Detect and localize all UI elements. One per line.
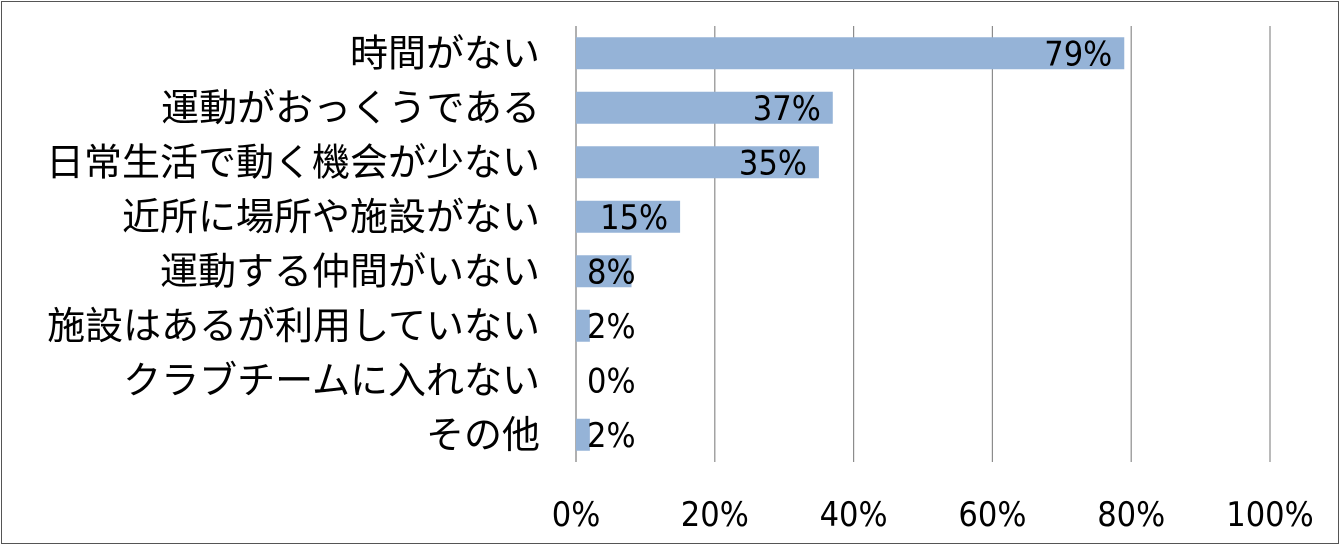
category-label: 近所に場所や施設がない — [122, 195, 540, 239]
data-label: 0% — [587, 361, 636, 401]
bar — [576, 418, 590, 451]
x-tick-label: 60% — [958, 495, 1026, 535]
category-label: 運動がおっくうである — [161, 86, 540, 130]
data-label: 2% — [587, 307, 636, 347]
category-label: その他 — [426, 413, 540, 457]
category-labels: 時間がない運動がおっくうである日常生活で動く機会が少ない近所に場所や施設がない運… — [46, 31, 540, 457]
x-tick-label: 40% — [820, 495, 888, 535]
data-label: 35% — [739, 143, 807, 183]
data-label: 79% — [1044, 34, 1112, 74]
data-label: 37% — [753, 89, 821, 129]
bar — [576, 37, 1125, 70]
bar — [576, 91, 833, 124]
bar — [576, 146, 819, 179]
data-label: 8% — [587, 252, 636, 292]
x-tick-label: 20% — [681, 495, 749, 535]
category-label: 運動する仲間がいない — [160, 249, 540, 293]
category-label: 時間がない — [350, 31, 540, 75]
category-label: 日常生活で動く機会が少ない — [46, 140, 540, 184]
data-label: 2% — [587, 416, 636, 456]
data-label: 15% — [600, 198, 668, 238]
gridlines — [575, 26, 1271, 462]
x-axis-ticks: 0% 20% 40% 60% 80% 100% — [552, 495, 1314, 535]
x-tick-label: 100% — [1226, 495, 1313, 535]
x-tick-label: 0% — [552, 495, 601, 535]
bars — [576, 37, 1125, 451]
bar — [576, 309, 590, 342]
category-label: クラブチームに入れない — [123, 358, 540, 402]
x-tick-label: 80% — [1097, 495, 1165, 535]
data-labels: 79% 37% 35% 15% 8% 2% 0% 2% — [587, 34, 1112, 456]
bar — [576, 200, 681, 233]
bar — [576, 255, 632, 288]
category-label: 施設はあるが利用していない — [47, 304, 540, 348]
